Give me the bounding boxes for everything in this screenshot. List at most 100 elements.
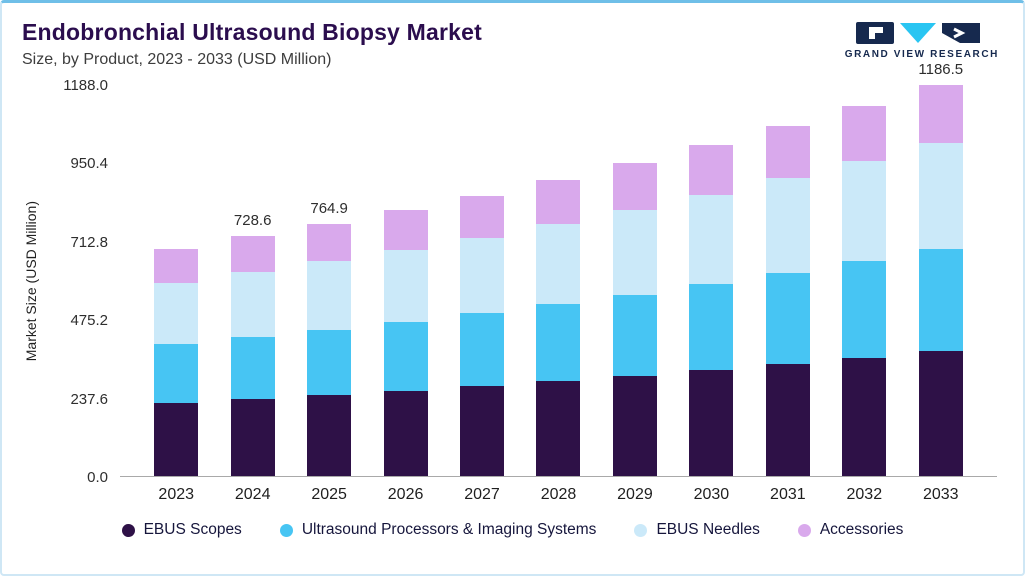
y-tick-label: 1188.0 bbox=[63, 77, 108, 94]
legend-swatch bbox=[121, 523, 135, 537]
bar-stack bbox=[536, 180, 581, 476]
y-tick-label: 712.8 bbox=[70, 233, 108, 251]
bar bbox=[444, 85, 520, 476]
bar-value-label: 728.6 bbox=[233, 211, 272, 229]
bar-segment bbox=[307, 261, 352, 330]
bar: 728.6 bbox=[214, 85, 290, 476]
bar-segment bbox=[460, 386, 505, 476]
bar-segment bbox=[842, 357, 887, 476]
bar bbox=[750, 85, 826, 476]
page-subtitle: Size, by Product, 2023 - 2033 (USD Milli… bbox=[22, 51, 332, 68]
bar-segment bbox=[307, 395, 352, 476]
bar-value-label: 1186.5 bbox=[918, 60, 964, 78]
bar-segment bbox=[460, 195, 505, 238]
bar-segment bbox=[460, 237, 505, 314]
bar-segment bbox=[842, 105, 887, 162]
bar-segment bbox=[612, 294, 657, 376]
x-tick-label: 2025 bbox=[311, 486, 347, 503]
legend-swatch bbox=[279, 523, 293, 537]
bar-segment bbox=[918, 84, 963, 144]
bar-segment bbox=[765, 363, 810, 476]
bar bbox=[138, 85, 214, 476]
bar-segment bbox=[536, 304, 581, 382]
bar: 1186.5 bbox=[903, 61, 979, 476]
bar-segment bbox=[230, 235, 275, 272]
bar-segment bbox=[842, 261, 887, 358]
bar-segment bbox=[918, 143, 963, 249]
x-tick-label: 2029 bbox=[617, 486, 653, 503]
legend-label: Ultrasound Processors & Imaging Systems bbox=[301, 521, 597, 538]
bar-segment bbox=[230, 399, 275, 476]
bar bbox=[597, 85, 673, 476]
x-tick-label: 2026 bbox=[387, 486, 424, 503]
brand-logo: GRAND VIEW RESEARCH bbox=[845, 21, 999, 60]
bar-value-label: 764.9 bbox=[310, 199, 348, 217]
bar-segment bbox=[918, 248, 963, 351]
legend-label: Accessories bbox=[819, 521, 904, 538]
x-tick-label: 2024 bbox=[234, 486, 271, 503]
y-tick-label: 0.0 bbox=[87, 469, 108, 486]
bar-segment bbox=[154, 283, 199, 345]
bar-segment bbox=[307, 223, 352, 262]
legend-label: EBUS Needles bbox=[656, 521, 760, 538]
bar-stack bbox=[230, 235, 275, 476]
bar bbox=[520, 85, 596, 476]
bar-segment bbox=[765, 178, 810, 273]
x-tick-label: 2028 bbox=[540, 486, 577, 503]
bar-segment bbox=[842, 161, 887, 262]
bar-segment bbox=[154, 403, 199, 476]
bar-stack bbox=[612, 163, 657, 476]
bar-segment bbox=[612, 210, 657, 295]
bar-segment bbox=[765, 272, 810, 364]
y-tick-label: 950.4 bbox=[70, 155, 108, 173]
legend-item: Ultrasound Processors & Imaging Systems bbox=[279, 521, 597, 539]
x-tick-label: 2027 bbox=[464, 486, 500, 503]
y-axis-label: Market Size (USD Million) bbox=[23, 200, 39, 362]
x-tick-label: 2032 bbox=[846, 486, 883, 503]
bar-segment bbox=[154, 249, 199, 284]
bar-segment bbox=[536, 224, 581, 305]
legend-item: Accessories bbox=[797, 521, 904, 539]
bar-segment bbox=[689, 284, 734, 371]
bar-segment bbox=[612, 163, 657, 211]
bar-segment bbox=[689, 194, 734, 285]
bar bbox=[826, 85, 902, 476]
bar-segment bbox=[765, 125, 810, 179]
bar-segment bbox=[230, 271, 275, 337]
legend: EBUS Scopes Ultrasound Processors & Imagi… bbox=[2, 521, 1023, 539]
y-tick-label: 475.2 bbox=[70, 312, 108, 330]
bar-segment bbox=[383, 210, 428, 250]
header: Endobronchial Ultrasound Biopsy Market S… bbox=[2, 3, 1023, 69]
x-tick-label: 2023 bbox=[158, 486, 195, 503]
y-tick-label: 237.6 bbox=[70, 390, 108, 408]
bar-segment bbox=[918, 350, 963, 476]
bar-stack bbox=[689, 145, 734, 476]
bar: 764.9 bbox=[291, 85, 367, 476]
bar-segment bbox=[307, 329, 352, 396]
bar-segment bbox=[383, 249, 428, 322]
bar-segment bbox=[383, 390, 428, 476]
bar-segment bbox=[689, 370, 734, 476]
bar-stack bbox=[918, 84, 963, 476]
x-tick-label: 2030 bbox=[693, 486, 730, 503]
legend-swatch bbox=[634, 523, 648, 537]
brand-logo-text: GRAND VIEW RESEARCH bbox=[844, 49, 999, 60]
x-tick-label: 2031 bbox=[770, 486, 806, 503]
bar-stack bbox=[307, 223, 352, 476]
bar-segment bbox=[689, 145, 734, 195]
page-title: Endobronchial Ultrasound Biopsy Market bbox=[22, 19, 482, 45]
chart: Market Size (USD Million) 0.0 237.6 475.2 7… bbox=[18, 61, 997, 507]
y-axis-ticks: 0.0 237.6 475.2 712.8 950.4 1188.0 bbox=[44, 77, 120, 486]
legend-item: EBUS Needles bbox=[634, 521, 760, 539]
bar-stack bbox=[383, 210, 428, 476]
bar-segment bbox=[536, 180, 581, 225]
bar-segment bbox=[460, 313, 505, 387]
legend-swatch bbox=[797, 523, 811, 537]
bar-segment bbox=[383, 321, 428, 391]
legend-item: EBUS Scopes bbox=[121, 521, 242, 539]
bar-stack bbox=[842, 105, 887, 476]
legend-label: EBUS Scopes bbox=[143, 521, 242, 538]
bar-stack bbox=[154, 249, 199, 476]
grand-view-research-logo-icon bbox=[855, 22, 980, 44]
